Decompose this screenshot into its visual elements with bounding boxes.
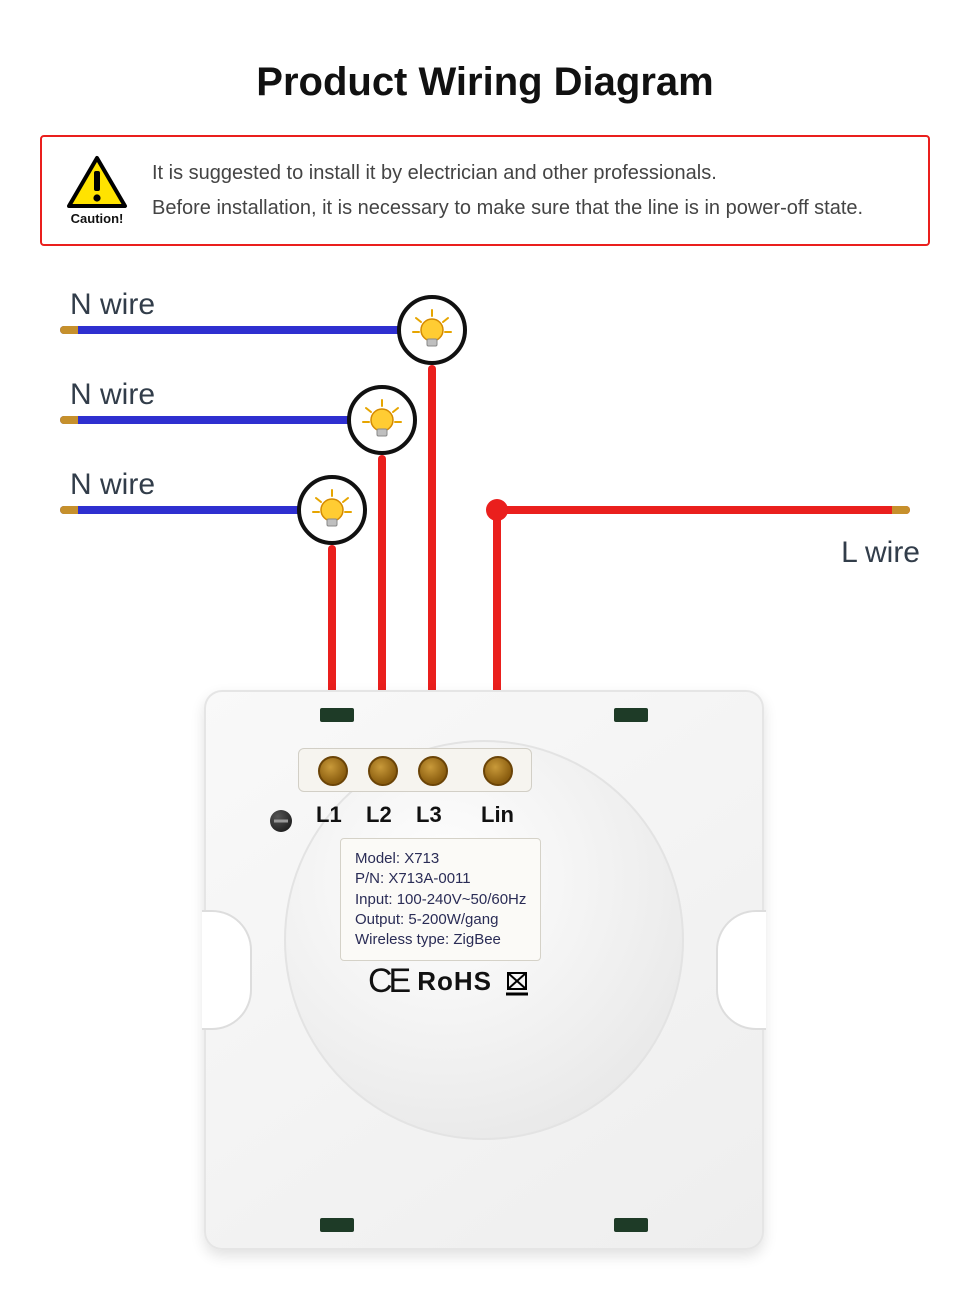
spec-line: Input: 100-240V~50/60Hz	[355, 890, 526, 910]
wire-junction	[486, 499, 508, 521]
screw-icon	[270, 810, 292, 832]
caution-icon-wrap: Caution!	[66, 155, 128, 226]
terminal-label: L3	[416, 802, 442, 828]
mounting-slot	[614, 1218, 648, 1232]
caution-line-1: It is suggested to install it by electri…	[152, 156, 863, 191]
side-cutout	[202, 910, 252, 1030]
caution-label: Caution!	[71, 211, 124, 226]
spec-panel: Model: X713P/N: X713A-0011Input: 100-240…	[340, 838, 541, 961]
spec-line: Output: 5-200W/gang	[355, 910, 526, 930]
spec-line: Wireless type: ZigBee	[355, 930, 526, 950]
terminal-l1	[318, 756, 348, 786]
l-wire	[497, 506, 910, 514]
n-wire	[60, 416, 382, 424]
certification-marks: C⁠E RoHS	[368, 962, 532, 1001]
terminal-label: Lin	[481, 802, 514, 828]
caution-line-2: Before installation, it is necessary to …	[152, 191, 863, 226]
n-wire	[60, 326, 432, 334]
weee-bin-icon	[502, 967, 532, 997]
warning-triangle-icon	[66, 155, 128, 209]
spec-line: Model: X713	[355, 849, 526, 869]
lightbulb-icon	[397, 295, 467, 365]
terminal-l2	[368, 756, 398, 786]
n-wire	[60, 506, 332, 514]
caution-text: It is suggested to install it by electri…	[152, 156, 863, 226]
mounting-slot	[614, 708, 648, 722]
caution-box: Caution! It is suggested to install it b…	[40, 135, 930, 246]
lightbulb-icon	[297, 475, 367, 545]
spec-line: P/N: X713A-0011	[355, 869, 526, 889]
n-wire-label: N wire	[70, 378, 155, 412]
terminal-lin	[483, 756, 513, 786]
terminal-label: L2	[366, 802, 392, 828]
terminal-l3	[418, 756, 448, 786]
wiring-diagram: N wire N wire N wire L wire L1	[0, 270, 970, 1292]
page-title: Product Wiring Diagram	[0, 0, 970, 105]
side-cutout	[716, 910, 766, 1030]
n-wire-label: N wire	[70, 468, 155, 502]
mounting-slot	[320, 708, 354, 722]
lightbulb-icon	[347, 385, 417, 455]
mounting-slot	[320, 1218, 354, 1232]
n-wire-label: N wire	[70, 288, 155, 322]
terminal-label: L1	[316, 802, 342, 828]
l-wire-label: L wire	[841, 536, 920, 570]
